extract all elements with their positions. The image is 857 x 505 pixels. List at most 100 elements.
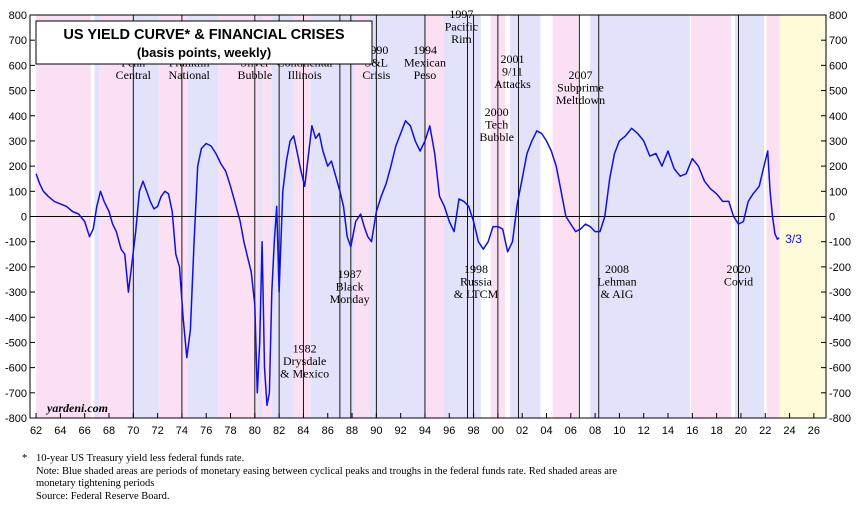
annotation-line: Drysdale	[283, 354, 326, 368]
annotation-line: 1994	[413, 43, 437, 57]
annotation-line: Subprime	[557, 81, 604, 95]
x-tick-label: 84	[297, 425, 309, 437]
chart-title: US YIELD CURVE* & FINANCIAL CRISES	[63, 27, 345, 43]
x-tick-label: 86	[322, 425, 334, 437]
x-tick-label: 68	[103, 425, 115, 437]
annotation-line: 2001	[500, 52, 524, 66]
x-tick-label: 82	[273, 425, 285, 437]
x-tick-label: 20	[735, 425, 747, 437]
y-tick-label-left: 100	[9, 186, 27, 198]
x-tick-label: 96	[443, 425, 455, 437]
y-tick-label-right: 700	[829, 35, 847, 47]
title-box: US YIELD CURVE* & FINANCIAL CRISES (basi…	[35, 20, 373, 65]
y-tick-label-left: 400	[9, 111, 27, 123]
event-lines	[132, 15, 739, 418]
x-tick-label: 00	[492, 425, 504, 437]
y-tick-label-left: 800	[9, 10, 27, 22]
footnotes: * 10-year US Treasury yield less federal…	[22, 453, 822, 503]
y-tick-label-left: -800	[5, 413, 27, 425]
x-tick-label: 92	[395, 425, 407, 437]
x-tick-label: 62	[30, 425, 42, 437]
footnote-star: *	[22, 453, 28, 464]
y-tick-label-left: -100	[5, 237, 27, 249]
y-tick-label-left: 300	[9, 136, 27, 148]
annotation-line: Central	[116, 68, 152, 82]
x-tick-label: 14	[662, 425, 674, 437]
end-value-label: 3/3	[785, 232, 802, 246]
annotation-line: 2020	[727, 262, 751, 276]
y-tick-label-left: 200	[9, 161, 27, 173]
annotation-line: 9/11	[502, 64, 523, 78]
annotation-line: Russia	[460, 275, 493, 289]
y-tick-label-right: -500	[829, 337, 851, 349]
x-tick-label: 98	[467, 425, 479, 437]
x-tick-label: 16	[686, 425, 698, 437]
y-tick-label-left: -700	[5, 388, 27, 400]
series-line-0	[35, 120, 780, 407]
y-tick-label-right: 0	[829, 212, 835, 224]
annotation-line: Tech	[485, 117, 508, 131]
y-tick-label-left: 600	[9, 60, 27, 72]
x-tick-label: 78	[224, 425, 236, 437]
y-tick-label-right: -400	[829, 312, 851, 324]
footnote-line-1: 10-year US Treasury yield less federal f…	[36, 453, 245, 464]
footnote-line-2: Note: Blue shaded areas are periods of m…	[36, 465, 618, 477]
y-tick-label-right: 300	[829, 136, 847, 148]
annotation-line: Illinois	[288, 68, 322, 82]
annotation-line: Attacks	[494, 77, 531, 91]
x-tick-label: 74	[176, 425, 188, 437]
annotation-line: Meltdown	[556, 93, 605, 107]
annotation-line: 2000	[485, 105, 509, 119]
y-tick-label-left: -400	[5, 312, 27, 324]
annotation-line: Lehman	[597, 275, 636, 289]
annotation-line: 1998	[464, 262, 488, 276]
x-tick-label: 04	[540, 425, 552, 437]
y-tick-label-right: 200	[829, 161, 847, 173]
y-tick-label-left: -500	[5, 337, 27, 349]
x-tick-label: 02	[516, 425, 528, 437]
footnote-line-4: Source: Federal Reserve Board.	[36, 490, 170, 502]
annotation-line: Crisis	[362, 68, 390, 82]
y-tick-label-right: 800	[829, 10, 847, 22]
annotation-line: Pacific	[445, 20, 478, 34]
annotation-line: 1987	[338, 267, 362, 281]
x-tick-label: 18	[711, 425, 723, 437]
x-tick-label: 24	[783, 425, 795, 437]
x-tick-label: 66	[79, 425, 91, 437]
y-tick-label-left: 0	[21, 212, 27, 224]
y-tick-label-right: -100	[829, 237, 851, 249]
y-tick-label-left: -300	[5, 287, 27, 299]
annotation-line: Peso	[414, 68, 437, 82]
annotation-line: Bubble	[479, 130, 514, 144]
x-tick-label: 12	[638, 425, 650, 437]
x-tick-label: 64	[54, 425, 66, 437]
y-tick-label-left: 500	[9, 86, 27, 98]
annotation-line: Bubble	[237, 68, 272, 82]
crisis-annotations: 1970PennCentral1974FranklinNational1980S…	[116, 7, 754, 381]
y-tick-label-right: 600	[829, 60, 847, 72]
annotation-line: National	[169, 68, 211, 82]
annotation-line: Monday	[330, 292, 370, 306]
x-tick-label: 22	[759, 425, 771, 437]
annotation-line: Mexican	[404, 56, 446, 70]
x-tick-label: 70	[127, 425, 139, 437]
chart-subtitle: (basis points, weekly)	[137, 45, 271, 60]
annotation-line: & AIG	[600, 287, 633, 301]
y-tick-label-right: -600	[829, 363, 851, 375]
annotation-line: Covid	[724, 275, 753, 289]
annotation-line: & Mexico	[280, 367, 329, 381]
y-tick-label-left: -600	[5, 363, 27, 375]
x-tick-label: 90	[370, 425, 382, 437]
yield-curve-series: 3/3	[35, 120, 802, 407]
annotation-line: 2008	[605, 262, 629, 276]
x-tick-label: 72	[151, 425, 163, 437]
axes: -800 -800 -700 -700 -600 -600 -500 -500 -400 -400…	[5, 10, 851, 437]
annotation-line: 1982	[293, 342, 317, 356]
y-tick-label-left: 700	[9, 35, 27, 47]
